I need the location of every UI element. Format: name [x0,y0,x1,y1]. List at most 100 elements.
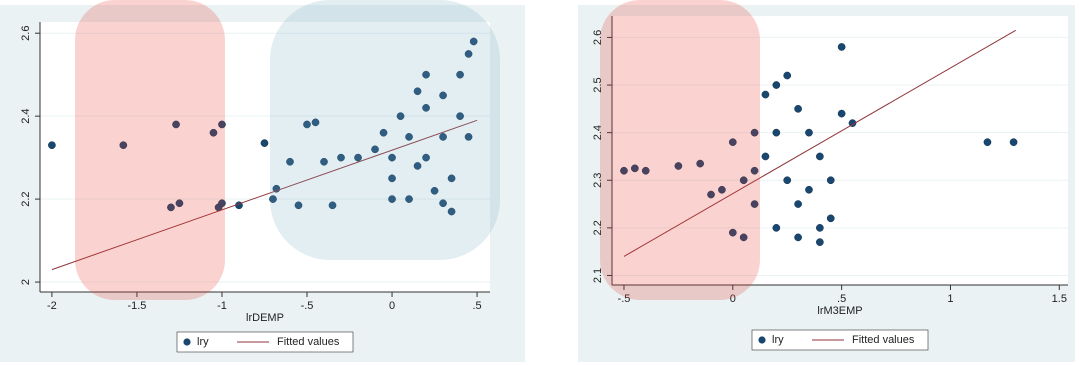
scatter-point [816,153,823,160]
scatter-point [388,154,395,161]
scatter-point [718,186,725,193]
x-tick-label: .5 [837,293,846,305]
scatter-point [303,121,310,128]
scatter-point [751,129,758,136]
scatter-point [295,202,302,209]
y-tick-label: 2.5 [592,77,604,92]
scatter-point [740,177,747,184]
scatter-point [172,121,179,128]
scatter-point [320,158,327,165]
scatter-point [465,133,472,140]
x-tick-label: 0 [730,293,736,305]
x-axis-label: lrDEMP [246,312,284,324]
scatter-point [805,186,812,193]
x-tick-label: -.5 [301,300,314,312]
scatter-point [48,142,55,149]
scatter-point [388,175,395,182]
scatter-point [740,234,747,241]
y-tick-label: 2.4 [20,108,32,123]
y-tick-label: 2.1 [592,268,604,283]
scatter-point [405,195,412,202]
scatter-point [470,38,477,45]
scatter-point [120,142,127,149]
scatter-point [773,224,780,231]
scatter-point [1010,139,1017,146]
x-tick-label: .5 [472,300,481,312]
scatter-point [707,191,714,198]
scatter-point [439,92,446,99]
x-tick-label: 1.5 [1052,293,1067,305]
scatter-point [176,200,183,207]
scatter-point [456,113,463,120]
scatter-point [371,146,378,153]
x-tick-label: -1 [217,300,227,312]
scatter-point [773,129,780,136]
scatter-point [286,158,293,165]
scatter-point [354,154,361,161]
scatter-point [697,160,704,167]
scatter-point [431,187,438,194]
legend-label: lry [197,336,209,348]
scatter-point [795,105,802,112]
scatter-point [405,133,412,140]
y-tick-label: 2.2 [592,220,604,235]
scatter-point [642,167,649,174]
scatter-point [816,224,823,231]
plot-area [612,16,1068,285]
scatter-point [675,162,682,169]
x-tick-label: 0 [389,300,395,312]
scatter-point [210,129,217,136]
scatter-point [456,71,463,78]
y-tick-label: 2 [20,279,32,285]
x-tick-label: -2 [47,300,57,312]
x-tick-label: 1 [947,293,953,305]
scatter-point [422,71,429,78]
scatter-point [984,139,991,146]
scatter-point [784,72,791,79]
y-tick-label: 2.3 [592,173,604,188]
legend-marker [183,338,190,345]
scatter-point [448,208,455,215]
scatter-point [762,153,769,160]
figure: 2 2.2 2.4 2.6 -2 -1.5 -1 -.5 0 .5 lrDEMP lry Fitted … [0,0,1079,365]
scatter-point [448,175,455,182]
scatter-point [439,200,446,207]
scatter-point [827,215,834,222]
legend-marker [758,336,765,343]
legend-label: lry [772,334,784,346]
x-tick-label: -.5 [618,293,631,305]
scatter-point [805,129,812,136]
x-tick-label: -1.5 [127,300,146,312]
scatter-point [218,121,225,128]
scatter-point [729,229,736,236]
scatter-point [261,140,268,147]
y-tick-label: 2.2 [20,191,32,206]
scatter-point [773,81,780,88]
scatter-point [762,91,769,98]
scatter-point [329,202,336,209]
scatter-point [751,200,758,207]
scatter-point [269,195,276,202]
scatter-point [795,200,802,207]
legend-label: Fitted values [852,334,915,346]
scatter-point [397,113,404,120]
scatter-point [422,104,429,111]
scatter-point [795,234,802,241]
scatter-point [218,200,225,207]
scatter-point [784,177,791,184]
scatter-point [337,154,344,161]
y-tick-label: 2.6 [592,30,604,45]
scatter-point [388,195,395,202]
scatter-point [414,88,421,95]
scatter-point [380,129,387,136]
scatter-point [422,154,429,161]
y-tick-label: 2.6 [20,26,32,41]
legend-label: Fitted values [277,336,340,348]
scatter-point [838,43,845,50]
scatter-point [312,119,319,126]
x-axis-label: lrM3EMP [817,305,862,317]
scatter-point [414,162,421,169]
scatter-point [167,204,174,211]
scatter-point [439,133,446,140]
scatter-point [751,167,758,174]
